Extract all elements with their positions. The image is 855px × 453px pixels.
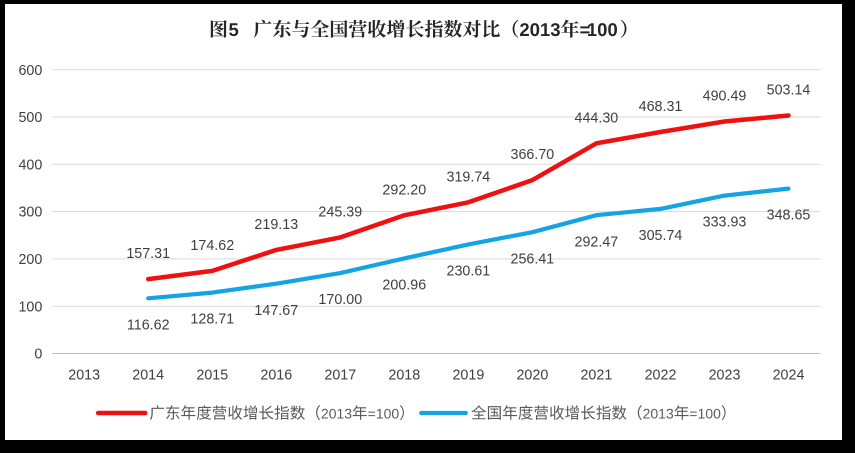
svg-text:300: 300	[18, 205, 42, 221]
svg-text:2017: 2017	[324, 368, 356, 384]
svg-text:333.93: 333.93	[703, 215, 747, 231]
svg-text:348.65: 348.65	[767, 208, 811, 224]
svg-text:2013: 2013	[68, 368, 100, 384]
svg-text:500: 500	[18, 110, 42, 126]
svg-text:366.70: 366.70	[511, 147, 555, 163]
svg-text:200.96: 200.96	[382, 278, 426, 294]
svg-text:219.13: 219.13	[254, 217, 298, 233]
svg-text:319.74: 319.74	[447, 169, 491, 185]
svg-text:468.31: 468.31	[639, 99, 683, 115]
svg-text:292.20: 292.20	[382, 182, 426, 198]
svg-text:2015: 2015	[196, 368, 228, 384]
svg-text:200: 200	[18, 252, 42, 268]
svg-text:230.61: 230.61	[447, 264, 491, 280]
svg-text:2024: 2024	[773, 368, 805, 384]
svg-text:305.74: 305.74	[639, 228, 683, 244]
svg-text:503.14: 503.14	[767, 83, 811, 99]
svg-text:116.62: 116.62	[127, 317, 170, 333]
svg-text:2020: 2020	[516, 368, 548, 384]
svg-text:245.39: 245.39	[318, 205, 362, 221]
svg-text:256.41: 256.41	[511, 251, 555, 267]
svg-text:2018: 2018	[388, 368, 420, 384]
svg-text:600: 600	[18, 63, 42, 79]
svg-text:170.00: 170.00	[318, 292, 362, 308]
svg-text:2021: 2021	[580, 368, 612, 384]
svg-text:2023: 2023	[709, 368, 741, 384]
svg-text:0: 0	[34, 347, 42, 363]
svg-text:2014: 2014	[132, 368, 164, 384]
svg-text:2019: 2019	[452, 368, 484, 384]
svg-text:400: 400	[18, 157, 42, 173]
svg-text:128.71: 128.71	[190, 312, 234, 328]
svg-text:100: 100	[18, 299, 42, 315]
svg-text:292.47: 292.47	[575, 234, 619, 250]
svg-text:157.31: 157.31	[126, 246, 170, 262]
svg-text:2016: 2016	[260, 368, 292, 384]
svg-text:2022: 2022	[645, 368, 677, 384]
svg-text:174.62: 174.62	[190, 238, 234, 254]
svg-text:444.30: 444.30	[575, 110, 619, 126]
svg-text:147.67: 147.67	[254, 303, 298, 319]
svg-text:490.49: 490.49	[703, 89, 747, 105]
